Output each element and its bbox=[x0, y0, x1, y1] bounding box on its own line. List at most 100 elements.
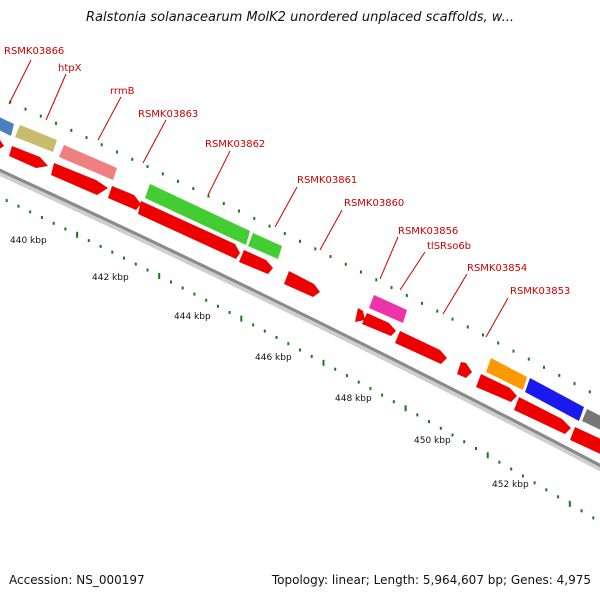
ruler-dot bbox=[170, 280, 172, 284]
ruler-dot bbox=[283, 232, 286, 236]
ruler-dot bbox=[475, 447, 477, 450]
gene-label-rsmk03853[interactable]: RSMK03853 bbox=[510, 286, 570, 297]
tick-label-448kbp: 448 kbp bbox=[335, 394, 372, 404]
cds-arrow[interactable] bbox=[395, 331, 447, 364]
cds-arrow[interactable] bbox=[514, 397, 571, 434]
gene-label-rsmk03860[interactable]: RSMK03860 bbox=[344, 198, 404, 209]
ruler-dot bbox=[405, 293, 408, 297]
ruler-dot bbox=[216, 304, 219, 308]
ruler-dot bbox=[588, 390, 591, 394]
ruler-dot bbox=[404, 405, 407, 412]
feature-gray[interactable] bbox=[582, 409, 600, 432]
gene-label-rsmk03866[interactable]: RSMK03866 bbox=[4, 46, 64, 57]
gene-label-rrmb[interactable]: rrmB bbox=[110, 86, 135, 97]
ruler-dot bbox=[158, 273, 161, 279]
ruler-dot bbox=[85, 136, 88, 140]
ruler-dot bbox=[52, 221, 55, 225]
ruler-dot bbox=[5, 199, 8, 203]
cds-track bbox=[0, 135, 600, 456]
gene-label-tlsrso6b[interactable]: tlSRso6b bbox=[427, 241, 471, 252]
gene-label-rsmk03863[interactable]: RSMK03863 bbox=[138, 109, 198, 120]
ruler-dot bbox=[357, 380, 360, 384]
gene-label-rsmk03854[interactable]: RSMK03854 bbox=[467, 263, 527, 274]
ruler-dot bbox=[329, 255, 332, 259]
ruler-dot bbox=[486, 452, 489, 459]
ruler-dot bbox=[497, 341, 500, 345]
ruler-dot bbox=[369, 387, 372, 391]
ruler-dot bbox=[205, 298, 208, 302]
ruler-dot bbox=[498, 460, 501, 464]
cds-arrow[interactable] bbox=[362, 313, 396, 336]
tick-label-442kbp: 442 kbp bbox=[92, 273, 129, 283]
feature-rsmk03856[interactable] bbox=[369, 295, 407, 323]
ruler-dot bbox=[580, 509, 583, 513]
gene-label-rsmk03856[interactable]: RSMK03856 bbox=[398, 226, 458, 237]
ruler-dot bbox=[463, 440, 466, 444]
gene-label-rsmk03861[interactable]: RSMK03861 bbox=[297, 175, 357, 186]
cds-arrow[interactable] bbox=[0, 135, 4, 152]
cds-arrow[interactable] bbox=[355, 308, 365, 322]
tick-label-446kbp: 446 kbp bbox=[255, 353, 292, 363]
ruler-dot bbox=[55, 121, 57, 125]
ruler-dot bbox=[558, 373, 561, 377]
ruler-dot bbox=[146, 268, 149, 272]
ruler-tick-marks bbox=[5, 100, 595, 520]
ruler-dot bbox=[390, 286, 393, 290]
gene-labels: RSMK03866 htpX rrmB RSMK03863 RSMK03862 … bbox=[4, 46, 570, 297]
gene-label-htpx[interactable]: htpX bbox=[58, 63, 82, 74]
ruler-dot bbox=[421, 301, 423, 305]
ruler-dot bbox=[87, 239, 90, 243]
topology-summary: Topology: linear; Length: 5,964,607 bp; … bbox=[271, 573, 591, 587]
feature-rrmb[interactable] bbox=[59, 145, 117, 180]
ruler-dot bbox=[299, 239, 301, 243]
cds-arrow[interactable] bbox=[51, 163, 108, 195]
map-title: Ralstonia solanacearum MolK2 unordered u… bbox=[85, 10, 514, 25]
cds-arrow[interactable] bbox=[284, 271, 320, 297]
cds-arrow[interactable] bbox=[570, 427, 600, 456]
ruler-dot bbox=[253, 217, 256, 220]
ruler-dot bbox=[228, 311, 231, 314]
genome-backbone-shadow bbox=[0, 168, 600, 472]
ruler-labels: 440 kbp 442 kbp 444 kbp 446 kbp 448 kbp … bbox=[10, 236, 529, 490]
feature-blue[interactable] bbox=[525, 378, 584, 421]
ruler-dot bbox=[381, 393, 384, 397]
cds-arrow[interactable] bbox=[476, 374, 517, 402]
ruler-dot bbox=[222, 202, 225, 205]
ruler-dot bbox=[436, 309, 439, 313]
ruler-dot bbox=[360, 270, 362, 274]
ruler-dot bbox=[568, 500, 571, 507]
ruler-dot bbox=[322, 359, 325, 366]
cds-arrow[interactable] bbox=[108, 186, 141, 210]
ruler-dot bbox=[17, 204, 20, 208]
label-leaders bbox=[8, 59, 509, 338]
ruler-dot bbox=[392, 400, 395, 404]
ruler-dot bbox=[123, 256, 125, 260]
accession-text: Accession: NS_000197 bbox=[9, 573, 145, 587]
ruler-dot bbox=[510, 467, 513, 471]
feature-rsmk03861[interactable] bbox=[248, 233, 282, 259]
ruler-dot bbox=[521, 474, 524, 478]
feature-rsmk03862[interactable] bbox=[145, 184, 250, 245]
ruler-dot bbox=[64, 227, 67, 231]
tick-label-450kbp: 450 kbp bbox=[414, 436, 451, 446]
cds-arrow[interactable] bbox=[138, 201, 240, 259]
ruler-dot bbox=[512, 349, 515, 353]
tick-label-444kbp: 444 kbp bbox=[174, 312, 211, 322]
feature-orange[interactable] bbox=[486, 358, 527, 390]
ruler-dot bbox=[375, 278, 378, 282]
ruler-dot bbox=[428, 420, 430, 424]
ruler-dot bbox=[161, 172, 164, 176]
ruler-dot bbox=[192, 187, 195, 191]
cds-arrow[interactable] bbox=[457, 362, 472, 378]
ruler-dot bbox=[24, 107, 27, 111]
ruler-dot bbox=[29, 210, 32, 214]
ruler-dot bbox=[451, 433, 454, 437]
cds-arrow[interactable] bbox=[239, 250, 273, 274]
ruler-dot bbox=[275, 335, 278, 339]
feature-htpx[interactable] bbox=[15, 125, 57, 152]
ruler-dot bbox=[310, 354, 313, 358]
gene-label-rsmk03862[interactable]: RSMK03862 bbox=[205, 139, 265, 150]
feature-rsmk03866[interactable] bbox=[0, 115, 14, 136]
cds-arrow[interactable] bbox=[9, 146, 48, 168]
